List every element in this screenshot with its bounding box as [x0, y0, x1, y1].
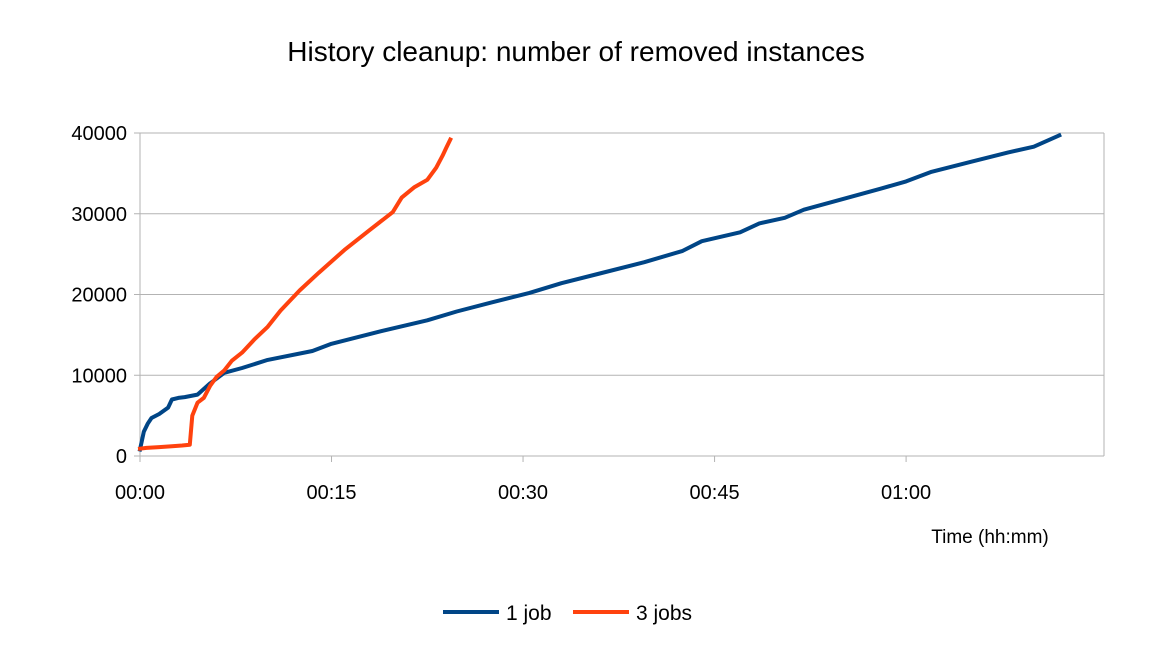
x-tick-label-0: 00:00: [115, 482, 165, 504]
gridlines: [140, 132, 1104, 376]
y-tick-label-1: 10000: [71, 365, 127, 387]
chart-title: History cleanup: number of removed insta…: [287, 36, 864, 67]
y-axis: 0 10000 20000 30000 40000: [71, 123, 140, 468]
y-tick-label-4: 40000: [71, 123, 127, 145]
y-tick-label-0: 0: [116, 446, 127, 468]
legend-label-2: 3 jobs: [636, 602, 692, 625]
y-tick-label-3: 30000: [71, 204, 127, 226]
series-line-2: [137, 136, 453, 451]
legend: 1 job 3 jobs: [443, 602, 692, 625]
x-tick-label-2: 00:30: [498, 482, 548, 504]
x-axis: 00:00 00:15 00:30 00:45 01:00: [115, 456, 931, 504]
legend-label-1: 1 job: [506, 602, 552, 625]
x-tick-label-3: 00:45: [690, 482, 740, 504]
x-tick-label-1: 00:15: [306, 482, 356, 504]
series-line-1: [137, 132, 1062, 452]
x-tick-label-4: 01:00: [881, 482, 931, 504]
y-tick-label-2: 20000: [71, 285, 127, 307]
x-axis-label: Time (hh:mm): [931, 527, 1049, 548]
series-layer: [137, 132, 1062, 452]
